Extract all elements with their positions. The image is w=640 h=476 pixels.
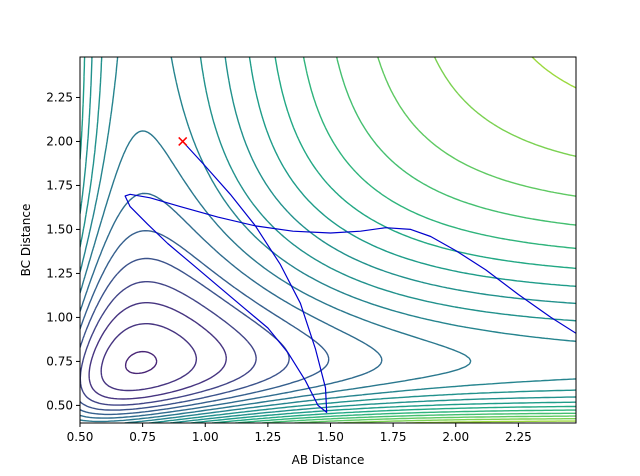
contour-line bbox=[80, 130, 472, 423]
y-tick-label: 1.50 bbox=[46, 222, 73, 236]
plot-area bbox=[80, 57, 576, 423]
x-tick-label: 0.75 bbox=[129, 430, 156, 444]
y-axis-ticks: 0.50 0.75 1.00 1.25 1.50 1.75 2.00 2.25 bbox=[46, 90, 80, 412]
trajectory-line bbox=[124, 141, 576, 413]
marker-layer bbox=[178, 136, 188, 146]
contour-line bbox=[88, 302, 227, 400]
y-axis-label: BC Distance bbox=[19, 204, 33, 277]
trajectory-layer bbox=[124, 141, 576, 413]
contour-line bbox=[124, 350, 158, 375]
y-tick-label: 2.00 bbox=[46, 134, 73, 148]
start-point-marker bbox=[178, 136, 188, 146]
plot-frame bbox=[79, 56, 577, 424]
x-tick-label: 2.00 bbox=[442, 430, 469, 444]
y-tick-label: 1.25 bbox=[46, 266, 73, 280]
contour-line bbox=[80, 192, 383, 419]
x-tick-label: 1.00 bbox=[192, 430, 219, 444]
x-tick-label: 2.25 bbox=[505, 430, 532, 444]
contour-lines bbox=[80, 57, 576, 423]
y-tick-label: 1.75 bbox=[46, 178, 73, 192]
y-tick-label: 0.50 bbox=[46, 398, 73, 412]
y-tick-label: 1.00 bbox=[46, 310, 73, 324]
x-axis-ticks: 0.50 0.75 1.00 1.25 1.50 1.75 2.00 2.25 bbox=[67, 423, 532, 444]
y-tick-label: 0.75 bbox=[46, 354, 73, 368]
y-tick-label: 2.25 bbox=[46, 90, 73, 104]
x-tick-label: 1.75 bbox=[380, 430, 407, 444]
x-axis-label: AB Distance bbox=[292, 453, 365, 467]
contour-line bbox=[100, 323, 198, 392]
x-tick-label: 0.50 bbox=[67, 430, 94, 444]
contour-line bbox=[80, 230, 330, 416]
x-tick-label: 1.25 bbox=[255, 430, 282, 444]
x-tick-label: 1.50 bbox=[317, 430, 344, 444]
